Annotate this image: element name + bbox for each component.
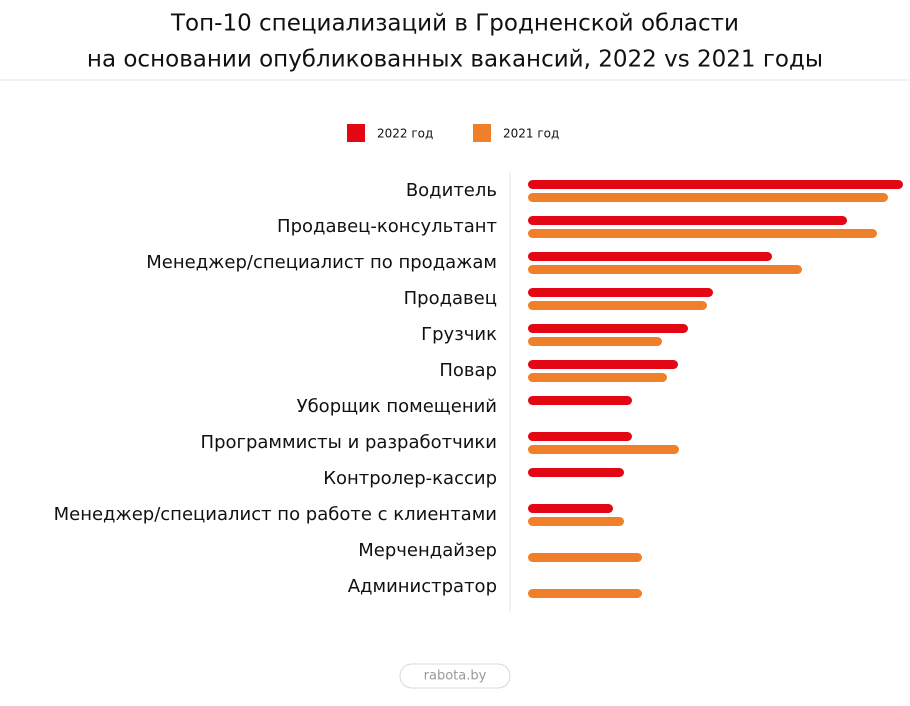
bar — [528, 589, 642, 598]
bar — [528, 288, 713, 297]
category-label: Грузчик — [421, 324, 497, 345]
source: rabota.by — [424, 669, 487, 684]
bar — [528, 468, 624, 477]
bar — [528, 216, 847, 225]
category-label: Мерчендайзер — [358, 540, 497, 561]
chart-subtitle: на основании опубликованных вакансий, 20… — [87, 47, 823, 73]
legend-swatch — [347, 124, 365, 142]
bar — [528, 396, 632, 405]
bar — [528, 193, 888, 202]
bar — [528, 337, 662, 346]
category-label: Уборщик помещений — [297, 396, 497, 417]
bar — [528, 504, 613, 513]
legend-label: 2021 год — [503, 127, 559, 141]
category-label: Продавец-консультант — [277, 216, 497, 237]
category-label: Продавец — [404, 288, 497, 309]
category-label: Менеджер/специалист по продажам — [146, 252, 497, 273]
bar — [528, 324, 688, 333]
bar — [528, 517, 624, 526]
category-label: Водитель — [406, 180, 497, 201]
bar — [528, 180, 903, 189]
bar — [528, 252, 772, 261]
bar — [528, 360, 678, 369]
bar — [528, 553, 642, 562]
bar — [528, 265, 802, 274]
bar — [528, 373, 667, 382]
chart-title: Топ-10 специализаций в Гродненской облас… — [170, 11, 739, 37]
bar — [528, 432, 632, 441]
category-label: Администратор — [348, 576, 497, 597]
bar — [528, 301, 707, 310]
source-pill — [399, 663, 511, 689]
bar — [528, 229, 877, 238]
bar — [528, 445, 679, 454]
category-label: Менеджер/специалист по работе с клиентам… — [54, 504, 497, 525]
category-label: Контролер-кассир — [323, 468, 497, 489]
category-label: Программисты и разработчики — [201, 432, 497, 453]
category-label: Повар — [439, 360, 497, 381]
legend-swatch — [473, 124, 491, 142]
legend-label: 2022 год — [377, 127, 433, 141]
